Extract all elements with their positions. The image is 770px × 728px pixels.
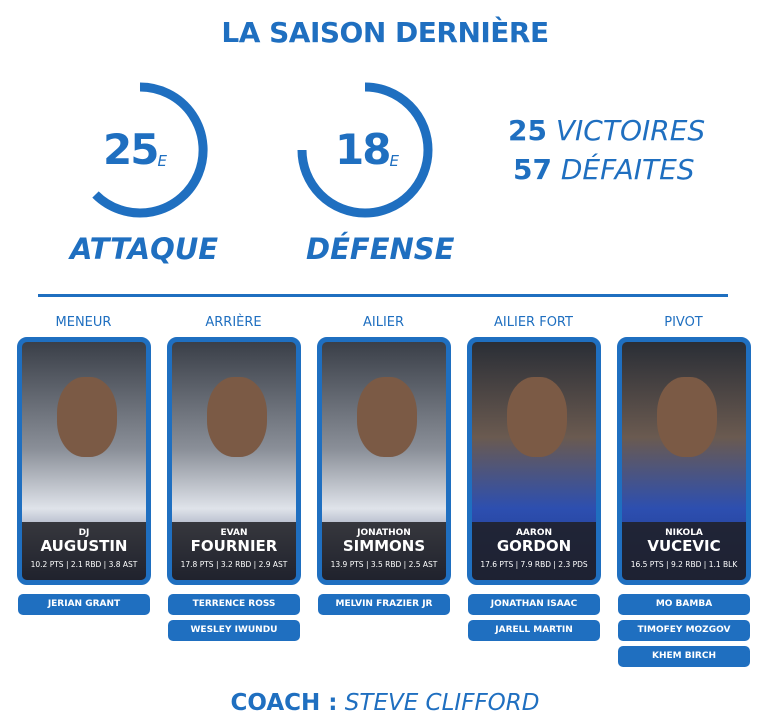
- bench-player[interactable]: TIMOFEY MOZGOV: [618, 620, 750, 641]
- player-photo: [657, 377, 717, 457]
- position-label: MENEUR: [55, 315, 112, 330]
- position-label: ARRIÈRE: [205, 315, 262, 330]
- starter-card[interactable]: AARON GORDON 17.6 PTS | 7.9 RBD | 2.3 PD…: [467, 337, 601, 585]
- wins: 25 VICTOIRES: [508, 114, 706, 147]
- bench-player[interactable]: WESLEY IWUNDU: [168, 620, 300, 641]
- bench-player[interactable]: KHEM BIRCH: [618, 646, 750, 667]
- player-last-name: FOURNIER: [190, 537, 278, 555]
- player-photo: [507, 377, 567, 457]
- position-label: AILIER: [362, 315, 405, 330]
- player-info: NIKOLA VUCEVIC 16.5 PTS | 9.2 RBD | 1.1 …: [622, 522, 746, 580]
- divider: [38, 294, 728, 297]
- player-last-name: AUGUSTIN: [40, 537, 128, 555]
- position-label: AILIER FORT: [494, 315, 573, 330]
- attack-arc: [92, 82, 208, 218]
- player-stats: 16.5 PTS | 9.2 RBD | 1.1 BLK: [630, 560, 738, 569]
- player-info: JONATHON SIMMONS 13.9 PTS | 3.5 RBD | 2.…: [322, 522, 446, 580]
- player-stats: 13.9 PTS | 3.5 RBD | 2.5 AST: [330, 560, 438, 569]
- player-photo: [57, 377, 117, 457]
- player-first-name: DJ: [78, 528, 90, 538]
- position-label: PIVOT: [664, 315, 703, 330]
- bench-player[interactable]: JERIAN GRANT: [18, 594, 150, 615]
- player-info: EVAN FOURNIER 17.8 PTS | 3.2 RBD | 2.9 A…: [172, 522, 296, 580]
- player-first-name: AARON: [515, 528, 553, 538]
- bench-player[interactable]: TERRENCE ROSS: [168, 594, 300, 615]
- bench-player[interactable]: MO BAMBA: [618, 594, 750, 615]
- starter-card[interactable]: DJ AUGUSTIN 10.2 PTS | 2.1 RBD | 3.8 AST: [17, 337, 151, 585]
- player-photo: [207, 377, 267, 457]
- player-first-name: JONATHON: [357, 528, 411, 538]
- player-last-name: GORDON: [496, 537, 572, 555]
- player-stats: 17.6 PTS | 7.9 RBD | 2.3 PDS: [480, 560, 588, 569]
- losses: 57 DÉFAITES: [513, 153, 695, 186]
- player-info: AARON GORDON 17.6 PTS | 7.9 RBD | 2.3 PD…: [472, 522, 596, 580]
- rank-arcs: [92, 82, 433, 218]
- bench-player[interactable]: JONATHAN ISAAC: [468, 594, 600, 615]
- page-title: LA SAISON DERNIÈRE: [221, 16, 549, 49]
- player-stats: 17.8 PTS | 3.2 RBD | 2.9 AST: [180, 560, 288, 569]
- coach: COACH : STEVE CLIFFORD: [230, 690, 540, 716]
- attack-label: ATTAQUE: [70, 232, 219, 266]
- starter-card[interactable]: JONATHON SIMMONS 13.9 PTS | 3.5 RBD | 2.…: [317, 337, 451, 585]
- player-first-name: NIKOLA: [665, 528, 703, 538]
- player-info: DJ AUGUSTIN 10.2 PTS | 2.1 RBD | 3.8 AST: [22, 522, 146, 580]
- starter-card[interactable]: NIKOLA VUCEVIC 16.5 PTS | 9.2 RBD | 1.1 …: [617, 337, 751, 585]
- player-first-name: EVAN: [220, 528, 248, 538]
- defense-arc: [297, 82, 433, 218]
- player-last-name: SIMMONS: [342, 537, 426, 555]
- attack-rank: 25E: [103, 125, 167, 174]
- bench-player[interactable]: JARELL MARTIN: [468, 620, 600, 641]
- defense-label: DÉFENSE: [306, 232, 455, 266]
- defense-rank: 18E: [335, 125, 399, 174]
- player-photo: [357, 377, 417, 457]
- player-last-name: VUCEVIC: [647, 537, 721, 555]
- player-stats: 10.2 PTS | 2.1 RBD | 3.8 AST: [30, 560, 138, 569]
- bench-player[interactable]: MELVIN FRAZIER JR: [318, 594, 450, 615]
- starter-card[interactable]: EVAN FOURNIER 17.8 PTS | 3.2 RBD | 2.9 A…: [167, 337, 301, 585]
